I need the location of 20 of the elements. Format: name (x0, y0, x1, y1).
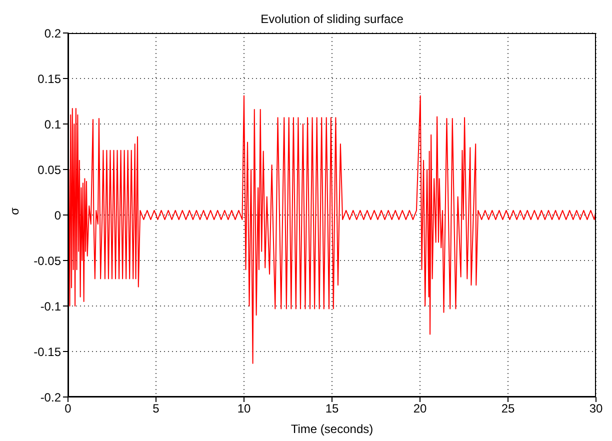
y-tick-label: -0.05 (34, 254, 62, 268)
y-tick-label: 0.05 (38, 162, 62, 177)
y-tick-label: -0.15 (34, 344, 62, 359)
x-axis-title: Time (seconds) (290, 422, 374, 436)
x-tick-label: 20 (413, 402, 427, 416)
x-tick-label: 0 (64, 402, 72, 416)
y-tick-label: 0.1 (44, 117, 62, 132)
x-tick-label: 15 (325, 402, 339, 416)
x-tick-label: 25 (501, 402, 515, 416)
chart-title: Evolution of sliding surface (260, 12, 404, 26)
y-axis-title: σ (7, 207, 22, 215)
y-tick-label: 0.2 (44, 26, 62, 40)
x-tick-label: 5 (152, 402, 160, 416)
y-tick-label: -0.2 (40, 390, 62, 404)
y-tick-label: 0.15 (38, 72, 62, 86)
y-tick-label: 0 (54, 208, 62, 222)
x-tick-label: 30 (589, 402, 603, 416)
line-series (68, 95, 596, 364)
y-tick-label: -0.1 (40, 299, 62, 314)
x-tick-label: 10 (237, 402, 251, 416)
